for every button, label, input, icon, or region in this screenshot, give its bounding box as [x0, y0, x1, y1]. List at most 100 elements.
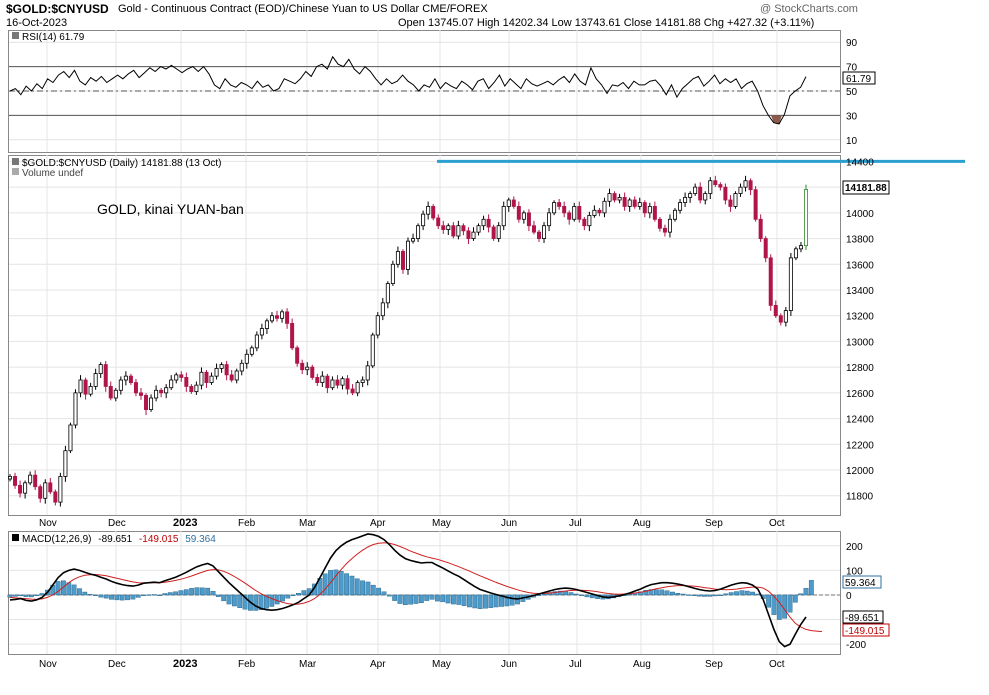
- macd-histogram-bar: [771, 594, 777, 615]
- candle-body: [783, 310, 788, 323]
- macd-histogram-bar: [34, 594, 40, 596]
- macd-histogram-bar: [381, 591, 387, 596]
- candle-body: [395, 251, 400, 265]
- candle-body: [128, 375, 133, 383]
- macd-histogram-bar: [792, 594, 798, 603]
- candle-body: [280, 311, 285, 319]
- candle-body: [385, 283, 390, 304]
- macd-histogram-bar: [119, 594, 125, 601]
- macd-histogram-bar: [637, 591, 643, 596]
- candle-body: [632, 199, 637, 207]
- macd-histogram-bar: [418, 594, 424, 604]
- macd-histogram-bar: [734, 591, 739, 596]
- macd-histogram-bar: [237, 594, 243, 608]
- macd-histogram-bar: [424, 594, 430, 601]
- candle-body: [471, 231, 476, 239]
- candle-body: [617, 197, 622, 201]
- x-tick-label-bottom: May: [432, 659, 451, 670]
- macd-signal-line: [9, 542, 823, 633]
- ohlc-summary: Open 13745.07 High 14202.34 Low 13743.61…: [398, 17, 815, 29]
- candle-body: [421, 213, 426, 227]
- candle-body: [501, 206, 506, 227]
- x-tick-label: May: [432, 518, 451, 529]
- candle-body: [542, 225, 547, 239]
- price-layer: [7, 159, 965, 507]
- candle-body: [738, 186, 743, 194]
- macd-histogram-bar: [146, 594, 152, 596]
- macd-histogram-bar: [109, 594, 114, 600]
- candle-body: [375, 315, 380, 336]
- candle-body: [209, 375, 214, 383]
- volume-legend: Volume undef: [22, 168, 83, 179]
- macd-histogram-bar: [584, 594, 590, 598]
- price-panel: [8, 155, 841, 516]
- macd-histogram-bar: [712, 594, 718, 597]
- candle-body: [657, 218, 662, 229]
- macd-histogram-bar: [509, 594, 515, 606]
- x-tick-label: Apr: [370, 518, 386, 529]
- macd-histogram-bar: [750, 591, 755, 596]
- price-tick-label: 12000: [846, 466, 874, 477]
- macd-legend: MACD(12,26,9) -89.651 -149.015 59.364: [22, 534, 216, 545]
- candle-body: [53, 491, 58, 503]
- rsi-tick-label: 50: [846, 87, 858, 98]
- candle-body: [536, 231, 541, 239]
- macd-histogram-bar: [258, 594, 264, 610]
- candle-body: [753, 189, 758, 220]
- chart-date: 16-Oct-2023: [6, 17, 68, 29]
- candle-body: [506, 199, 511, 207]
- candle-body: [592, 209, 597, 216]
- macd-histogram-bar: [686, 594, 691, 596]
- macd-histogram-bar: [221, 594, 227, 602]
- x-tick-label: Jul: [569, 518, 582, 529]
- candle-body: [93, 373, 98, 387]
- candle-body: [179, 374, 184, 378]
- candle-body: [325, 375, 330, 389]
- candle-body: [13, 476, 18, 486]
- rsi-tick-label: 30: [846, 111, 858, 122]
- rsi-value-label: 61.79: [846, 74, 871, 85]
- macd-histogram-bar: [338, 571, 344, 596]
- macd-histogram-bar: [397, 594, 403, 604]
- candle-body: [637, 202, 642, 207]
- macd-histogram-bar: [755, 593, 761, 596]
- macd-histogram-bar: [23, 594, 29, 597]
- candle-body: [496, 225, 501, 239]
- candle-body: [259, 328, 264, 336]
- macd-histogram-bar: [803, 588, 809, 596]
- macd-signal-label: -149.015: [845, 626, 885, 637]
- candle-body: [133, 382, 138, 394]
- macd-histogram-bar: [376, 587, 382, 596]
- rsi-tick-label: 90: [846, 38, 858, 49]
- macd-histogram-bar: [766, 594, 772, 608]
- rsi-value-tag: [842, 71, 876, 85]
- candle-body: [804, 189, 809, 247]
- macd-histogram-bar: [210, 591, 216, 596]
- candle-body: [481, 218, 486, 227]
- candle-body: [426, 206, 431, 215]
- candle-body: [698, 186, 703, 201]
- macd-histogram-bar: [205, 587, 211, 596]
- candle-body: [249, 347, 254, 355]
- x-tick-label-bottom: Dec: [108, 659, 126, 670]
- macd-histogram-bar: [451, 594, 456, 605]
- candle-body: [28, 474, 33, 484]
- macd-histogram-bar: [285, 594, 291, 599]
- candle-body: [647, 206, 652, 214]
- macd-histogram-bar: [547, 592, 552, 596]
- candle-body: [758, 218, 763, 239]
- macd-histogram-bar: [344, 573, 349, 596]
- stockcharts-watermark: @ StockCharts.com: [760, 3, 858, 15]
- macd-histogram-bar: [552, 591, 558, 596]
- macd-histogram-bar: [242, 594, 248, 610]
- macd-histogram-bar: [301, 590, 307, 596]
- x-tick-label: Oct: [769, 518, 785, 529]
- macd-legend-label: MACD(12,26,9): [22, 534, 91, 545]
- candle-body: [743, 180, 748, 188]
- candle-body: [320, 375, 325, 383]
- candle-body: [340, 378, 345, 386]
- x-tick-label-bottom: Aug: [633, 659, 651, 670]
- candle-body: [667, 218, 672, 233]
- macd-histogram-bar: [269, 594, 275, 607]
- macd-histogram-bar: [696, 594, 702, 597]
